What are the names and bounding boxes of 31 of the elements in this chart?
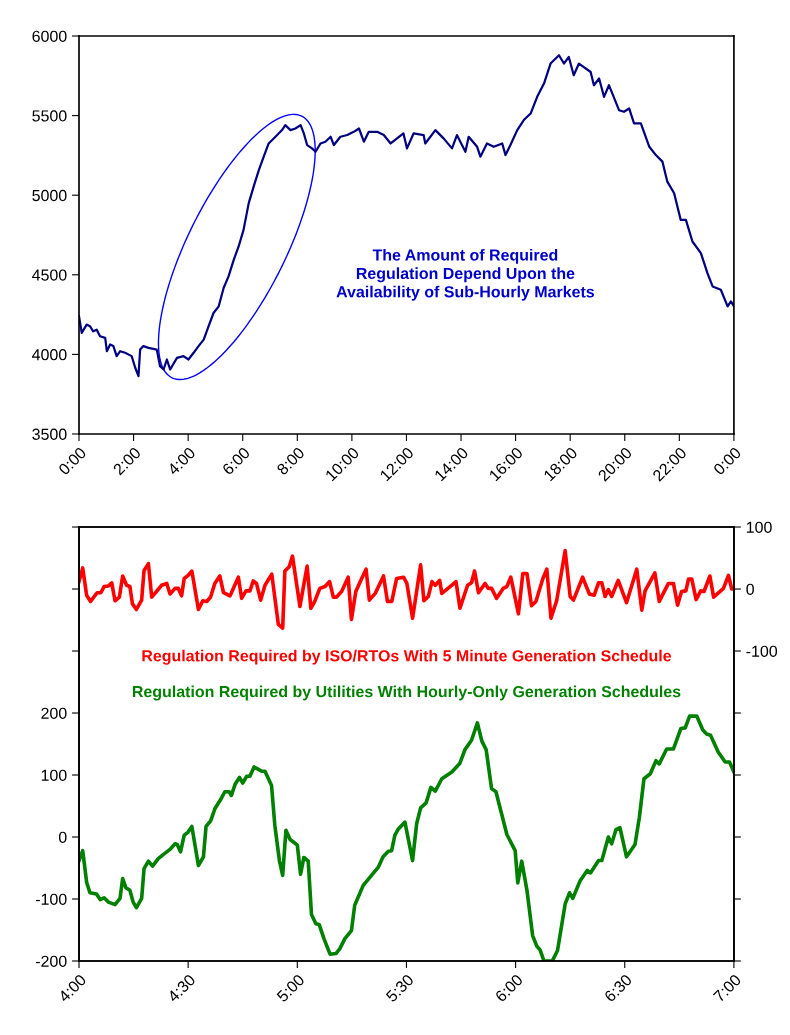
y2-tick-label: -100 (746, 645, 778, 657)
line-series (79, 54, 734, 378)
y-tick-label: 100 (41, 769, 67, 781)
x-tick-label: 6:00 (221, 446, 251, 476)
x-tick-label: 5:00 (276, 973, 306, 1003)
x-tick-label: 4:00 (57, 973, 87, 1003)
y2-tick-label: 0 (746, 583, 754, 595)
y-tick-label: 5500 (32, 110, 67, 122)
y-tick-label: 0 (58, 831, 67, 843)
x-tick-label: 4:00 (166, 446, 197, 476)
y-tick-label: 6000 (32, 30, 67, 42)
y2-tick-label: 100 (746, 521, 772, 533)
y-tick-label: 200 (41, 707, 67, 719)
x-tick-label: 0:00 (712, 446, 742, 476)
x-tick-label: 5:30 (385, 973, 415, 1003)
x-tick-label: 8:00 (276, 446, 306, 476)
y-tick-label: -200 (35, 955, 67, 967)
y-tick-label: 3500 (32, 428, 67, 440)
x-tick-label: 6:30 (603, 973, 633, 1003)
x-tick-label: 4:30 (166, 973, 197, 1003)
y-tick-label: 4500 (32, 269, 67, 281)
series-label: Regulation Required by Utilities With Hourly-Only Generation Schedules (132, 685, 681, 701)
y-tick-label: 4000 (32, 349, 67, 361)
x-tick-label: 6:00 (494, 973, 524, 1003)
text: Regulation Required by ISO/RTOs With 5 Minute Generation Schedule (142, 649, 672, 665)
y-tick-label: 5000 (32, 189, 67, 202)
y-tick-label: -100 (35, 893, 67, 905)
x-tick-label: 0:00 (57, 446, 87, 476)
x-tick-label: 7:00 (712, 973, 742, 1003)
annotation: The Amount of Required Regulation Depend Upon the Availability of Sub-Hourly Markets (336, 248, 595, 301)
line-series (79, 548, 734, 630)
